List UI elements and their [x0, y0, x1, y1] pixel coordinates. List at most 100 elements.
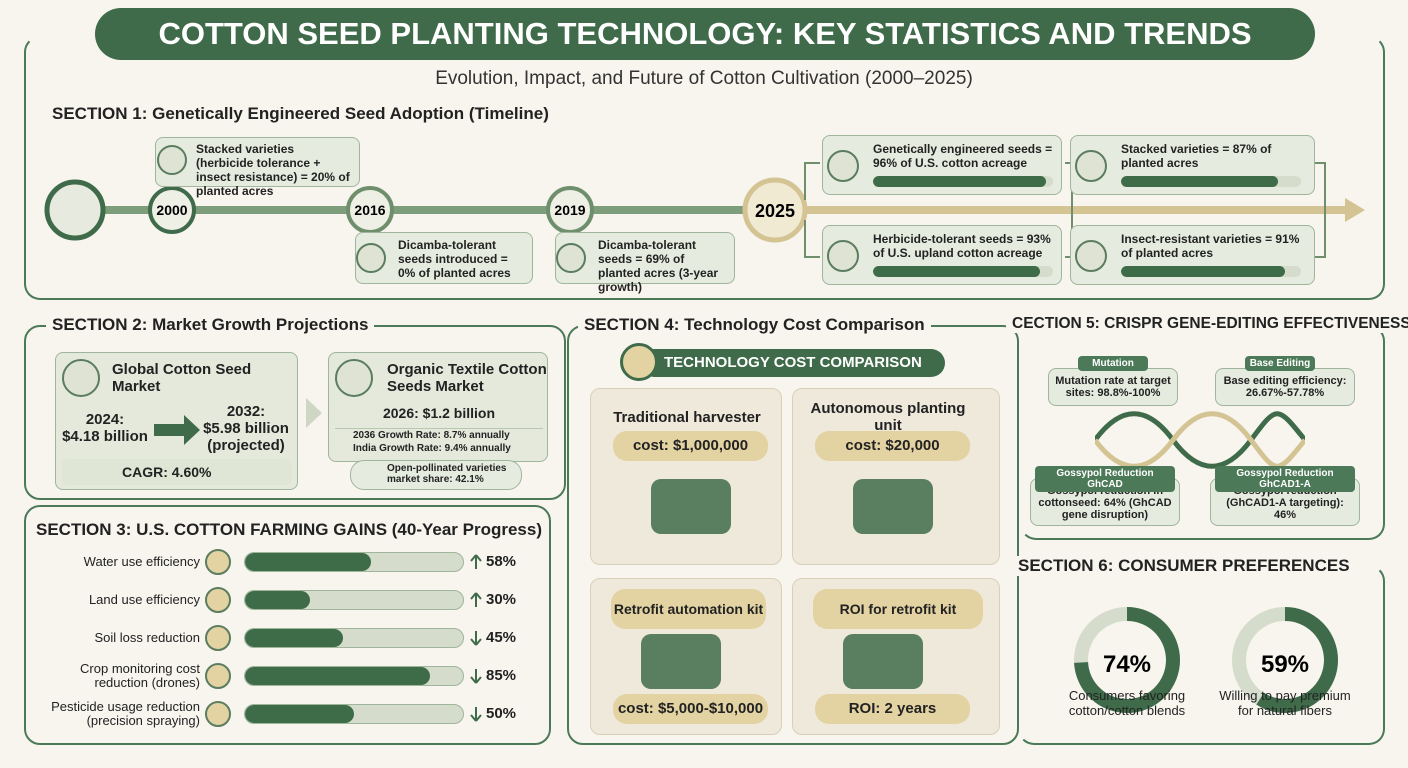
icon: [335, 359, 373, 397]
section-title: SECTION 6: CONSUMER PREFERENCES: [1012, 556, 1356, 576]
direction-arrow: [470, 554, 482, 569]
row-label: Water use efficiency: [83, 554, 200, 569]
dna-icon: [44, 179, 106, 241]
donut-caption: Consumers favoring cotton/cotton blends: [1068, 688, 1186, 718]
year: 2032:: [226, 403, 266, 420]
section-title: CECTION 5: CRISPR GENE-EDITING EFFECTIVE…: [1006, 315, 1408, 333]
crispr-tag: Base Editing: [1245, 356, 1315, 371]
connector: [804, 162, 1326, 258]
year: 2019: [554, 202, 585, 218]
stat-text: Herbicide-tolerant seeds = 93% of U.S. u…: [873, 232, 1051, 260]
crispr-card: Mutation rate at target sites: 98.8%-100…: [1048, 368, 1178, 406]
crispr-tag: Gossypol Reduction GhCAD: [1035, 466, 1175, 492]
stat-text: Insect-resistant varieties = 91% of plan…: [1121, 232, 1300, 260]
crispr-tag: Mutation: [1078, 356, 1148, 371]
bar-track: [244, 704, 464, 724]
icon: [1075, 240, 1107, 272]
icon: [205, 549, 231, 575]
banner: TECHNOLOGY COST COMPARISON: [640, 349, 945, 377]
icon: [556, 243, 586, 273]
section-frame: [1018, 565, 1385, 745]
row-value: 45%: [486, 629, 517, 646]
progress-track: [1121, 266, 1301, 277]
year: 2000: [156, 202, 187, 218]
event-text: Dicamba-tolerant seeds = 69% of planted …: [598, 238, 719, 294]
cagr: CAGR: 4.60%: [62, 459, 292, 485]
year: 2024:: [85, 411, 125, 428]
helix-strand: [1095, 411, 1305, 469]
arrow-shape: [470, 631, 482, 646]
cost-label: cost: $5,000-$10,000: [613, 694, 768, 724]
cost-card: Retrofit automation kit cost: $5,000-$10,…: [590, 578, 782, 735]
stat-card: Insect-resistant varieties = 91% of plan…: [1070, 225, 1315, 285]
stat-text: Genetically engineered seeds = 96% of U.…: [873, 142, 1053, 170]
illustration: [853, 479, 933, 534]
row-value: 50%: [486, 705, 517, 722]
direction-arrow: [470, 631, 482, 646]
bar-track: [244, 552, 464, 572]
arrow-shape: [470, 669, 482, 684]
stat-card: Stacked varieties = 87% of planted acres: [1070, 135, 1315, 195]
event-text: Dicamba-tolerant seeds introduced = 0% o…: [398, 238, 511, 280]
bar: [245, 705, 354, 723]
card-title: Global Cotton Seed Market: [112, 361, 252, 395]
year-node: [148, 186, 196, 234]
row-label: Pesticide usage reduction (precision spr…: [51, 699, 200, 728]
row-label: Crop monitoring cost reduction (drones): [80, 661, 200, 690]
bar: [245, 553, 372, 571]
progress-bar: [1121, 176, 1278, 187]
growth: 2036 Growth Rate: 8.7% annually India Gro…: [335, 428, 543, 455]
icon: [205, 701, 231, 727]
crispr-card: Base editing efficiency: 26.67%-57.78%: [1215, 368, 1355, 406]
donuts: 74% 59%: [1074, 607, 1338, 713]
section-title: SECTION 2: Market Growth Projections: [46, 315, 375, 335]
chevron-shape: [306, 398, 322, 428]
card-title: Retrofit automation kit: [611, 589, 766, 629]
icon: [205, 663, 231, 689]
event-text: Stacked varieties (herbicide tolerance +…: [196, 142, 350, 198]
value: $5.98 billion (projected): [203, 420, 289, 454]
year: 2025: [755, 201, 795, 221]
card-title: ROI for retrofit kit: [813, 589, 983, 629]
cost-card: Traditional harvester cost: $1,000,000: [590, 388, 782, 565]
donut-caption: Willing to pay premium for natural fiber…: [1219, 688, 1351, 718]
arrow-shape: [470, 554, 482, 569]
row-value: 58%: [486, 553, 517, 570]
bar-track: [244, 590, 464, 610]
illustration: [843, 634, 923, 689]
cost-label: cost: $1,000,000: [613, 431, 768, 461]
section-title: SECTION 4: Technology Cost Comparison: [578, 315, 931, 335]
section-title: SECTION 1: Genetically Engineered Seed A…: [46, 104, 555, 124]
icon: [62, 359, 100, 397]
arrow-shape: [470, 592, 482, 607]
donut-arc: [1232, 607, 1338, 713]
progress-bar: [873, 176, 1046, 187]
title: COTTON SEED PLANTING TECHNOLOGY: KEY STA…: [95, 8, 1315, 60]
stat-card: Genetically engineered seeds = 96% of U.…: [822, 135, 1062, 195]
section-frame: [24, 505, 551, 745]
progress-bar: [1121, 266, 1285, 277]
direction-arrow: [470, 669, 482, 684]
year: 2016: [354, 202, 385, 218]
event-card: Dicamba-tolerant seeds introduced = 0% o…: [355, 232, 533, 284]
icon: [620, 343, 658, 381]
market-value: 2024: $4.18 billion: [60, 411, 150, 445]
card-title: Traditional harvester: [613, 408, 761, 426]
icon: [1075, 150, 1107, 182]
donut-arc: [1074, 607, 1180, 713]
progress-bar: [873, 266, 1041, 277]
chevron: [306, 398, 322, 428]
icon: [827, 240, 859, 272]
helix-strand: [1095, 411, 1305, 469]
row-value: 85%: [486, 667, 517, 684]
card-title: Autonomous planting unit: [810, 400, 966, 434]
growth-rate: India Growth Rate: 9.4% annually: [353, 443, 511, 454]
icon: [205, 587, 231, 613]
cost-card: Autonomous planting unit cost: $20,000: [792, 388, 1000, 565]
market-value: 2026: $1.2 billion: [382, 405, 496, 421]
value: $4.18 billion: [62, 428, 148, 445]
direction-arrow: [470, 592, 482, 607]
arrow-shape: [154, 415, 200, 445]
progress-track: [1121, 176, 1301, 187]
